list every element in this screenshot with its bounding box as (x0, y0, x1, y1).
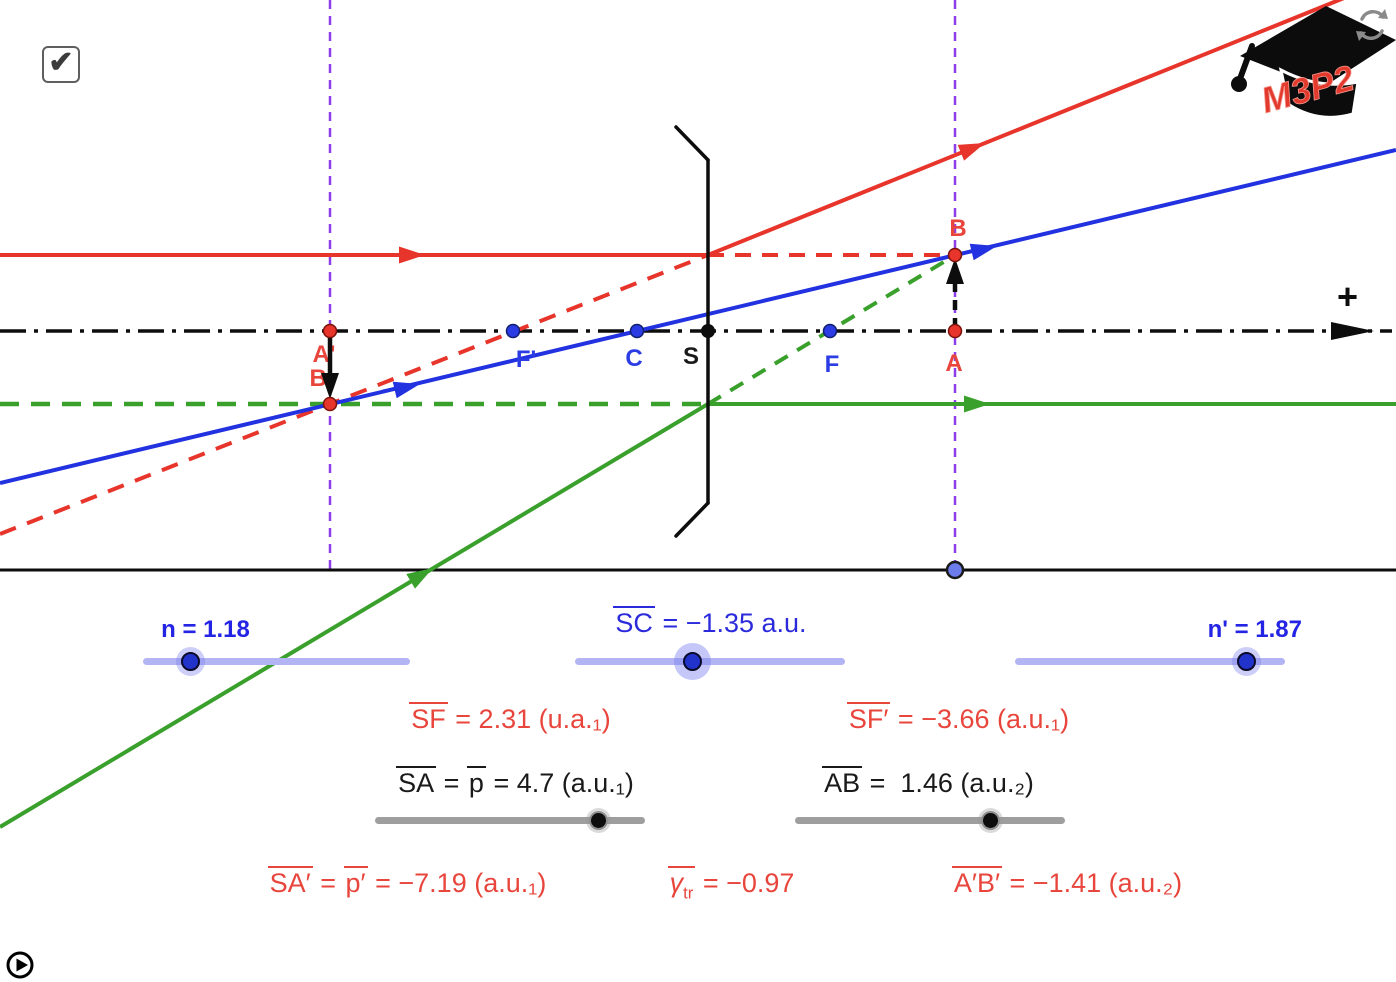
readout-gamma-tr: γtr = −0.97 (667, 866, 795, 903)
point-a[interactable] (947, 323, 963, 339)
label-b: B (949, 215, 966, 242)
slider-n-prime[interactable] (1015, 651, 1285, 671)
point-f (822, 323, 838, 339)
label-s: S (683, 343, 699, 370)
label-f: F (825, 351, 840, 378)
slider-n-prime-handle[interactable] (1237, 652, 1256, 671)
readout-a-prime-b-prime: A′B′ = −1.41 (a.u.₂) (951, 866, 1183, 898)
slider-sc[interactable] (575, 651, 845, 671)
slider-n-label: n = 1.18 (161, 616, 250, 643)
slider-n[interactable] (143, 651, 410, 671)
slider-sa[interactable] (375, 810, 645, 830)
readout-sf: SF = 2.31 (u.a.₁) (409, 702, 611, 734)
point-b[interactable] (947, 247, 963, 263)
refresh-icon (1359, 9, 1385, 41)
point-c[interactable] (629, 323, 645, 339)
image-arrowhead (321, 373, 339, 399)
slider-n-prime-label: n' = 1.87 (1207, 616, 1302, 643)
label-f-prime: F' (516, 346, 536, 373)
slider-sa-handle[interactable] (589, 811, 608, 830)
point-s (701, 324, 715, 338)
green-incident-ray (0, 402, 710, 829)
slider-n-prime-track[interactable] (1015, 658, 1285, 665)
optical-axis-arrowhead (1331, 322, 1374, 340)
positive-direction-label: + (1337, 276, 1358, 317)
slider-n-handle[interactable] (181, 652, 200, 671)
red-virtual-ray-dashed (0, 253, 709, 536)
red-refracted-ray (707, 0, 1345, 257)
slider-sc-label: SC = −1.35 a.u. (613, 606, 807, 638)
green-incident-arrowhead (406, 568, 433, 589)
blue-ray-arrowhead-right (969, 243, 997, 261)
readout-sa-prime: SA′ = p′ = −7.19 (a.u.₁) (267, 866, 547, 898)
point-a-prime (322, 323, 338, 339)
baseline-drag-point[interactable] (945, 560, 965, 580)
object-arrowhead (946, 258, 964, 284)
slider-sa-label: SA = p = 4.7 (a.u.₁) (396, 766, 634, 798)
green-refracted-arrowhead (964, 395, 990, 413)
readout-sf-prime: SF′ = −3.66 (a.u.₁) (846, 702, 1070, 734)
red-refracted-arrowhead (957, 143, 985, 161)
label-a: A (945, 350, 962, 377)
slider-ab-handle[interactable] (981, 811, 1000, 830)
slider-n-track[interactable] (143, 658, 410, 665)
label-c: C (625, 345, 642, 372)
blue-ray-arrowhead-left (392, 381, 420, 399)
play-icon (16, 958, 28, 972)
check-icon: ✔ (48, 46, 74, 79)
slider-ab-label: AB = 1.46 (a.u.₂) (822, 766, 1034, 798)
slider-sc-track[interactable] (575, 658, 845, 665)
slider-ab[interactable] (795, 810, 1065, 830)
point-b-prime (322, 396, 338, 412)
red-incident-arrowhead (399, 246, 425, 264)
blue-central-ray (0, 148, 1396, 485)
reset-button[interactable] (1352, 5, 1392, 45)
play-animation-button[interactable] (4, 948, 38, 982)
show-construction-checkbox[interactable]: ✔ (42, 46, 80, 83)
slider-sc-handle[interactable] (683, 652, 702, 671)
point-f-prime (505, 323, 521, 339)
slider-sa-track[interactable] (375, 817, 645, 824)
slider-ab-track[interactable] (795, 817, 1065, 824)
